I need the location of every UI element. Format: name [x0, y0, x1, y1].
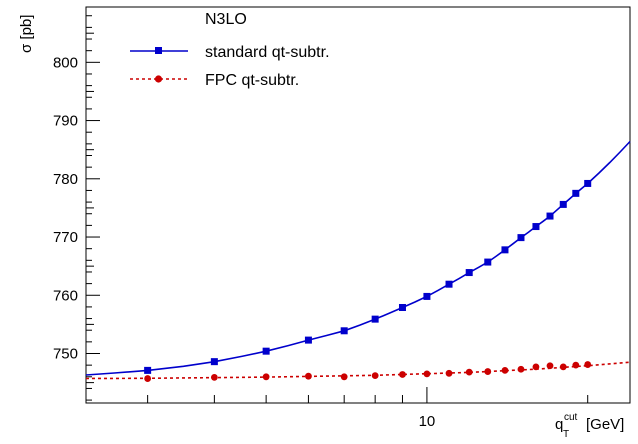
data-point: [584, 179, 592, 187]
data-point: [546, 212, 554, 220]
y-tick-label: 760: [53, 287, 78, 304]
data-point: [559, 200, 567, 208]
data-point: [144, 375, 152, 382]
plot-frame-border: [85, 6, 631, 404]
data-point: [465, 269, 473, 277]
plot-frame: [85, 6, 631, 404]
y-tick-label: 780: [53, 171, 78, 188]
legend-marker-fpc: [154, 75, 163, 83]
data-point: [423, 370, 431, 378]
data-point: [546, 362, 554, 370]
data-point: [371, 372, 379, 380]
data-point: [559, 363, 567, 371]
legend-marker-standard: [155, 47, 162, 54]
y-tick-label: 750: [53, 346, 78, 363]
data-point: [262, 373, 270, 381]
y-tick-label: 800: [53, 54, 78, 71]
y-axis-title: σ [pb]: [18, 15, 35, 53]
data-point: [501, 366, 509, 374]
series-line: [85, 361, 631, 380]
data-point: [532, 223, 540, 231]
series-fpc: [85, 361, 631, 382]
y-tick-label: 790: [53, 113, 78, 130]
x-axis-title-sup: cut: [564, 412, 578, 423]
data-point: [572, 189, 580, 197]
data-point: [532, 363, 540, 371]
data-point: [501, 246, 509, 254]
x-axis-title-unit: [GeV]: [586, 416, 624, 433]
y-tick-label: 770: [53, 229, 78, 246]
data-point: [517, 234, 525, 242]
data-point: [445, 280, 453, 288]
legend: N3LO standard qt-subtr. FPC qt-subtr.: [130, 11, 330, 89]
data-point: [484, 368, 492, 375]
data-point: [398, 303, 406, 311]
data-point: [445, 369, 453, 377]
data-point: [340, 327, 348, 335]
axes: 750 760 770 780 790 800 10: [53, 15, 589, 430]
x-tick-label: 10: [419, 413, 436, 430]
data-point: [423, 292, 431, 300]
data-point: [584, 361, 592, 368]
data-point: [399, 371, 406, 378]
data-point: [484, 258, 492, 266]
data-point: [517, 365, 525, 373]
data-point: [144, 366, 152, 374]
legend-title: N3LO: [205, 11, 247, 28]
data-point: [262, 347, 270, 355]
x-axis-title-sub: T: [563, 429, 569, 440]
data-point: [210, 373, 218, 381]
data-point: [572, 361, 580, 369]
series-group: [85, 140, 631, 382]
x-axis-title: q cut T [GeV]: [555, 412, 624, 440]
data-point: [465, 368, 473, 376]
legend-label-standard: standard qt-subtr.: [205, 44, 330, 61]
legend-label-fpc: FPC qt-subtr.: [205, 72, 299, 89]
data-point: [305, 372, 312, 380]
data-point: [371, 315, 379, 323]
data-point: [210, 358, 218, 366]
x-axis-title-main: q: [555, 416, 563, 433]
data-point: [340, 373, 348, 381]
data-point: [304, 336, 312, 344]
series-standard: [85, 140, 631, 376]
